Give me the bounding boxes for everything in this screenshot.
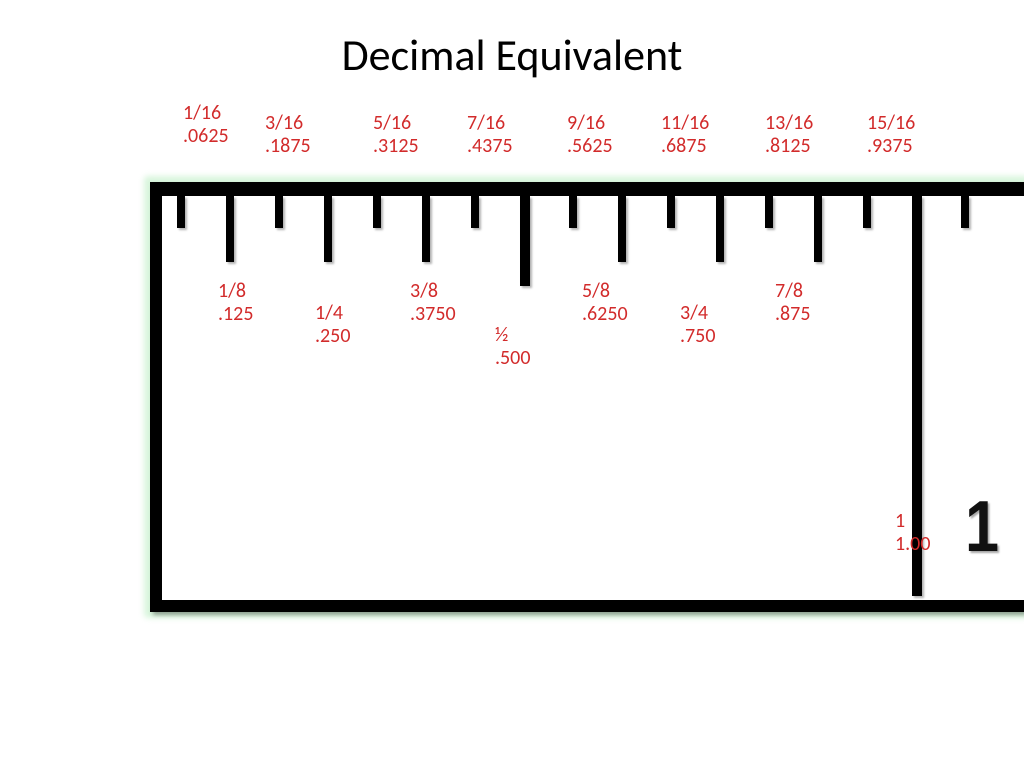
- ruler-tick: [667, 196, 675, 228]
- ruler-tick: [716, 196, 724, 262]
- fraction-label-top-6: 13/16 .8125: [765, 112, 813, 158]
- page-title: Decimal Equivalent: [0, 28, 1024, 82]
- fraction-label-one: 1 1.00: [895, 510, 930, 556]
- ruler-tick: [177, 196, 185, 228]
- ruler-tick: [275, 196, 283, 228]
- ruler-tick: [765, 196, 773, 228]
- fraction-label-top-0: 1/16 .0625: [183, 102, 229, 148]
- diagram-stage: 1 1/16 .0625 3/16 .1875 5/16 .3125 7/16 .43…: [0, 92, 1024, 732]
- fraction-label-mid-5: 3/4 .750: [680, 302, 715, 348]
- ruler-container: 1: [150, 182, 1024, 612]
- fraction-label-top-2: 5/16 .3125: [373, 112, 419, 158]
- fraction-label-top-3: 7/16 .4375: [467, 112, 513, 158]
- fraction-label-mid-2: 3/8 .3750: [410, 280, 456, 326]
- ruler-tick: [520, 196, 530, 286]
- ruler-tick: [373, 196, 381, 228]
- fraction-label-mid-1: 1/4 .250: [315, 302, 350, 348]
- fraction-label-top-4: 9/16 .5625: [567, 112, 613, 158]
- ruler-tick: [226, 196, 234, 262]
- fraction-label-mid-4: 5/8 .6250: [582, 280, 628, 326]
- fraction-label-top-1: 3/16 .1875: [265, 112, 311, 158]
- ruler-tick: [814, 196, 822, 262]
- fraction-label-top-7: 15/16 .9375: [867, 112, 915, 158]
- ruler-tick: [618, 196, 626, 262]
- fraction-label-mid-6: 7/8 .875: [775, 280, 810, 326]
- ruler-tick: [863, 196, 871, 228]
- ruler-tick: [471, 196, 479, 228]
- ruler-tick: [422, 196, 430, 262]
- ruler-tick: [324, 196, 332, 262]
- ruler-body: 1: [150, 182, 1024, 612]
- fraction-label-top-5: 11/16 .6875: [661, 112, 709, 158]
- ruler-tick: [569, 196, 577, 228]
- ruler-tick: [961, 196, 969, 228]
- fraction-label-mid-0: 1/8 .125: [218, 280, 253, 326]
- fraction-label-mid-3: ½ .500: [495, 324, 530, 370]
- ruler-digit-one: 1: [965, 486, 999, 568]
